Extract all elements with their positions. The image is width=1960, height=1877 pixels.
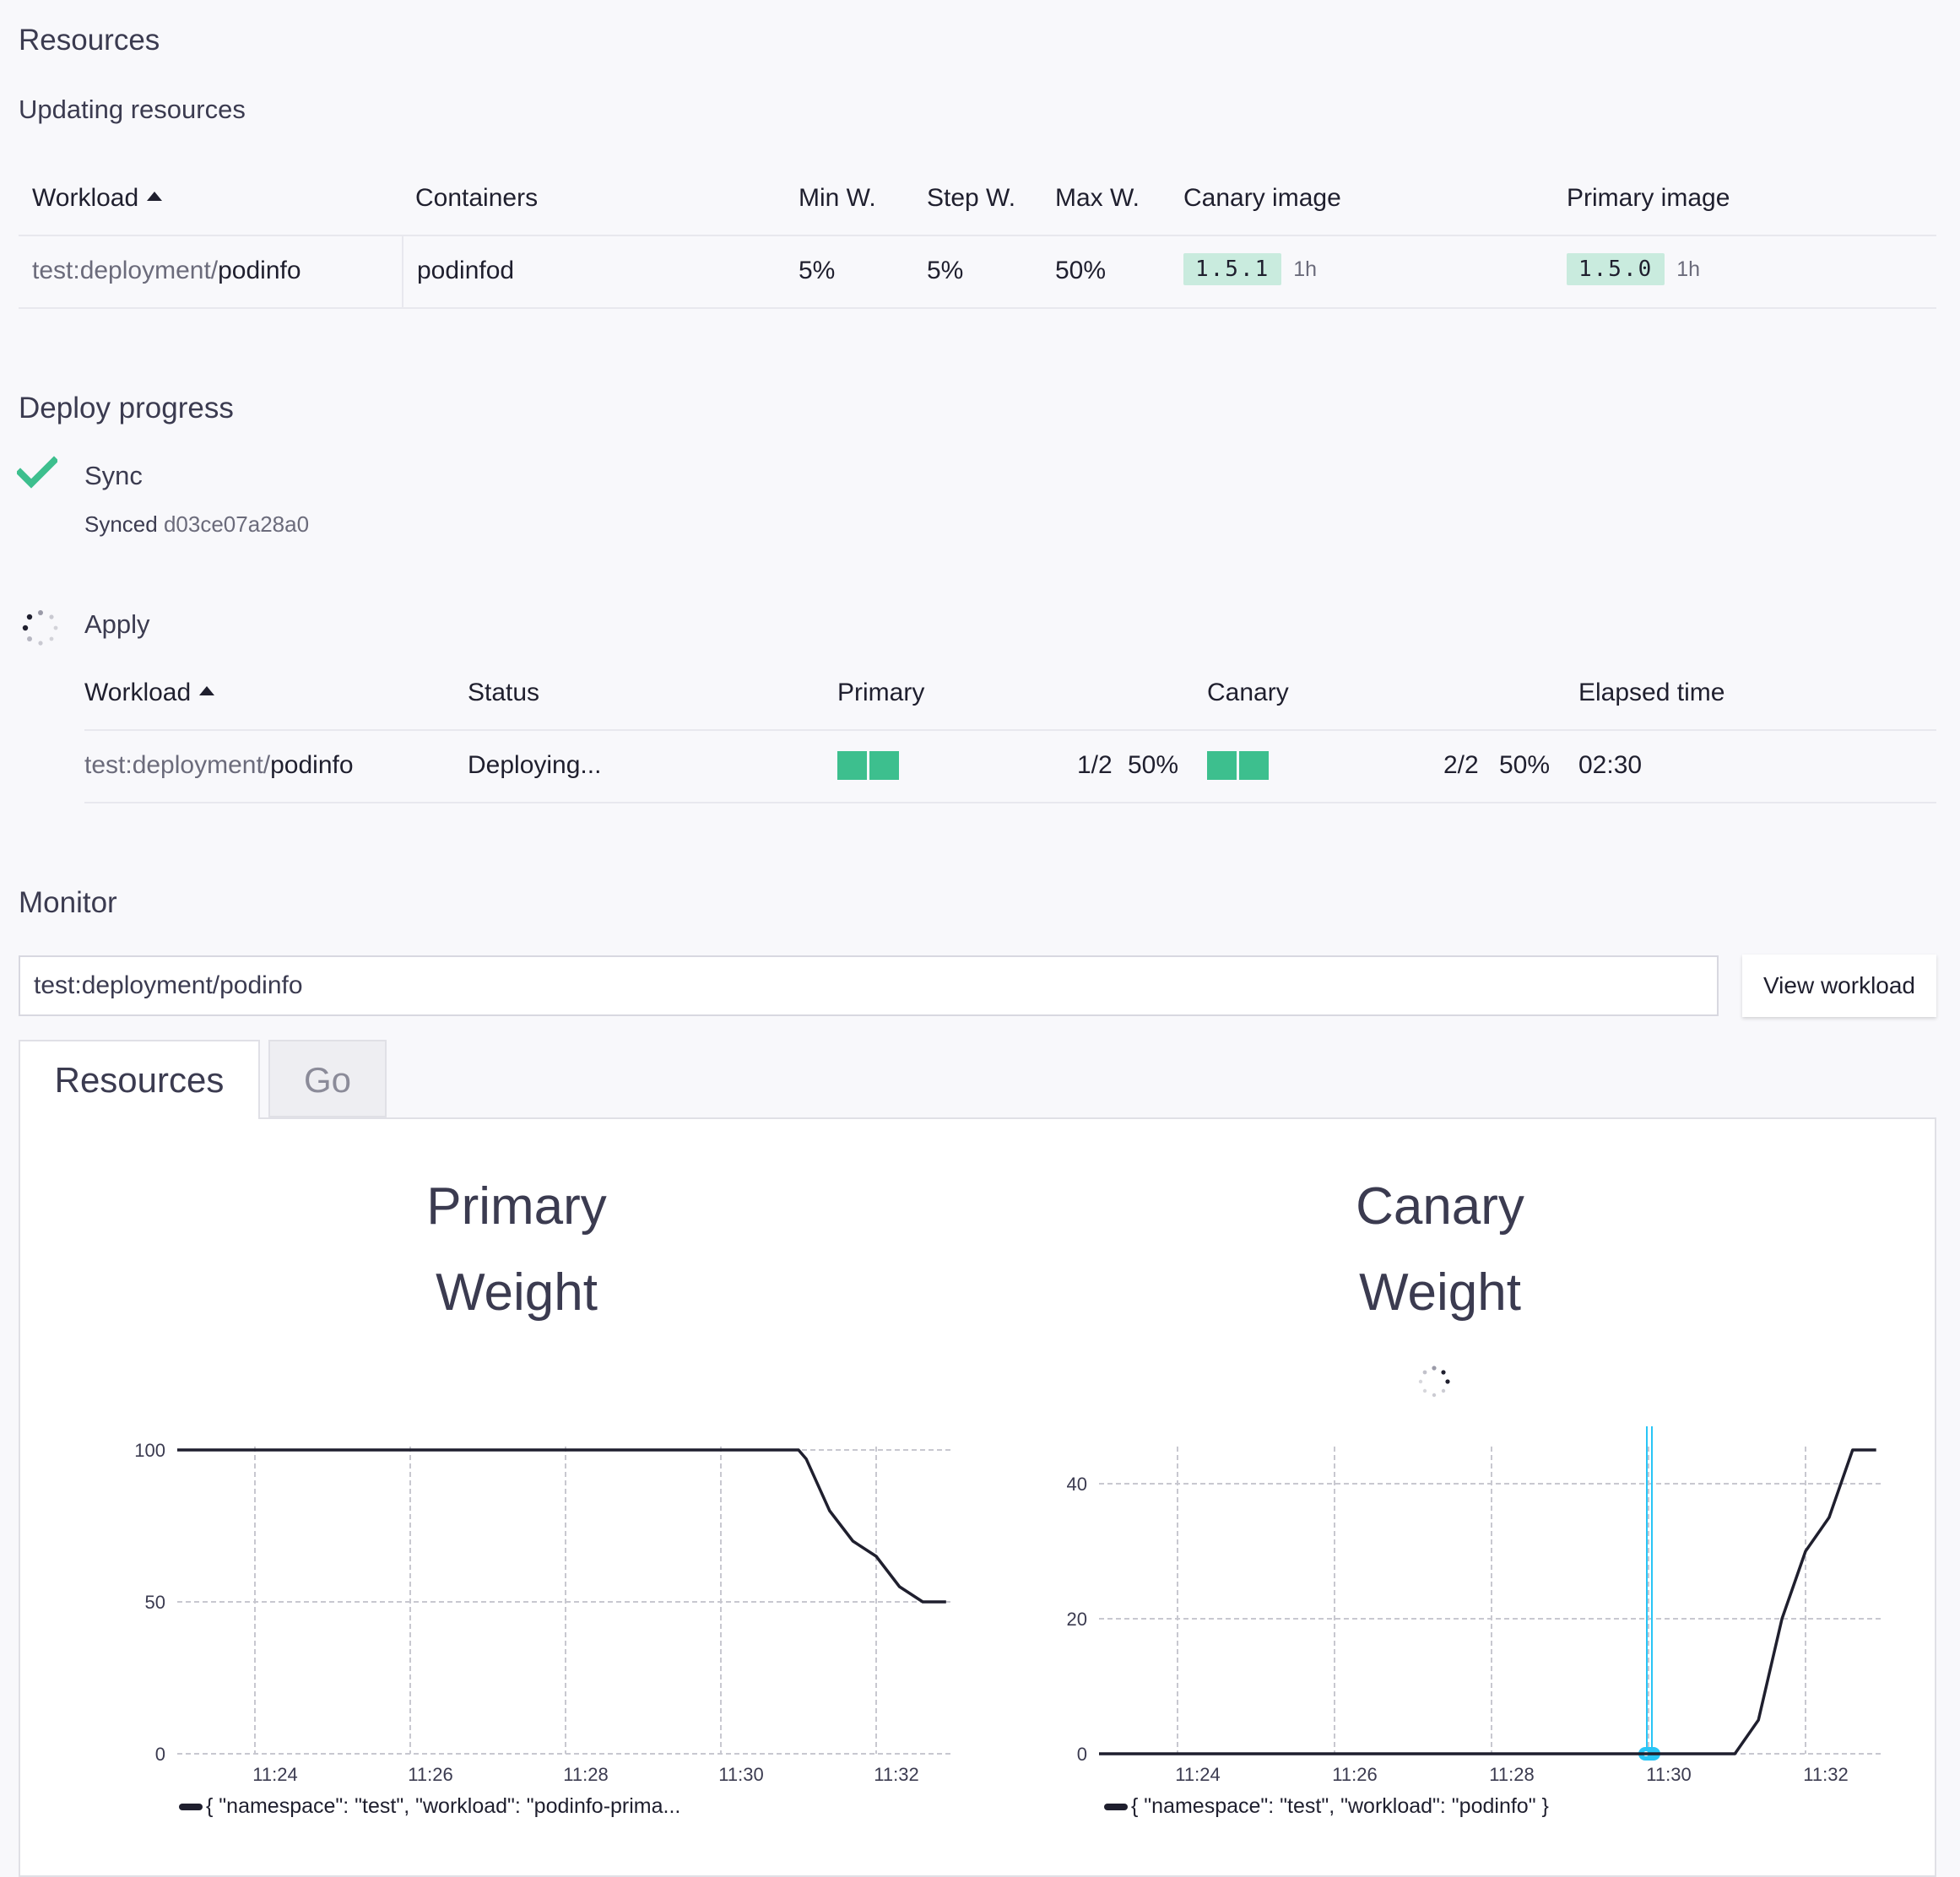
apply-col-status-header: Status bbox=[468, 679, 540, 706]
apply-status-cell: Deploying... bbox=[468, 751, 602, 779]
col-canary-image-header: Canary image bbox=[1183, 184, 1341, 212]
x-tick-label: 11:30 bbox=[718, 1764, 763, 1785]
apply-col-workload-label: Workload bbox=[84, 679, 192, 706]
y-tick-label: 100 bbox=[134, 1440, 165, 1461]
x-tick-label: 11:24 bbox=[1175, 1764, 1220, 1785]
step-w-cell: 5% bbox=[927, 257, 964, 284]
workload-prefix: test:deployment/ bbox=[84, 751, 271, 779]
sort-asc-icon bbox=[147, 192, 163, 201]
apply-col-primary-header: Primary bbox=[837, 679, 925, 706]
x-tick-label: 11:32 bbox=[874, 1764, 918, 1785]
apply-col-canary-header: Canary bbox=[1207, 679, 1289, 706]
tab-go[interactable]: Go bbox=[268, 1040, 387, 1117]
canary-image-age: 1h bbox=[1293, 257, 1318, 281]
legend-swatch bbox=[179, 1804, 203, 1811]
x-tick-label: 11:30 bbox=[1646, 1764, 1691, 1785]
max-w-cell: 50% bbox=[1055, 257, 1107, 284]
monitor-title: Monitor bbox=[19, 886, 117, 919]
primary-chart-legend[interactable]: { "namespace": "test", "workload": "podi… bbox=[179, 1794, 680, 1819]
y-tick-label: 20 bbox=[1067, 1609, 1087, 1630]
sync-label: Sync bbox=[84, 461, 143, 490]
col-workload-header[interactable]: Workload bbox=[32, 184, 163, 213]
primary-image-age: 1h bbox=[1676, 257, 1701, 281]
x-tick-label: 11:28 bbox=[1489, 1764, 1534, 1785]
apply-col-elapsed-header: Elapsed time bbox=[1578, 679, 1725, 706]
canary-pct: 50% bbox=[1499, 751, 1551, 779]
updating-resources-title: Updating resources bbox=[19, 95, 246, 124]
monitor-panel bbox=[19, 1117, 1936, 1877]
sync-status: Synced d03ce07a28a0 bbox=[84, 511, 309, 538]
col-max-w-header: Max W. bbox=[1055, 184, 1140, 212]
legend-swatch bbox=[1104, 1804, 1128, 1811]
canary-chart-title-line2: Weight bbox=[1359, 1263, 1521, 1322]
y-tick-label: 50 bbox=[145, 1592, 165, 1613]
col-step-w-header: Step W. bbox=[927, 184, 1016, 212]
primary-image-cell: 1.5.0 1h bbox=[1567, 253, 1700, 285]
table-divider bbox=[84, 729, 1936, 731]
table-divider bbox=[84, 802, 1936, 803]
col-workload-label: Workload bbox=[32, 184, 139, 212]
table-row-workload[interactable]: test:deployment/podinfo bbox=[32, 257, 301, 285]
col-min-w-header: Min W. bbox=[799, 184, 876, 212]
canary-chart-legend[interactable]: { "namespace": "test", "workload": "podi… bbox=[1104, 1794, 1549, 1819]
canary-weight-chart: 0 20 40 11:24 11:26 11:28 11:30 11:32 bbox=[1067, 1426, 1884, 1785]
primary-weight-chart: 0 50 100 11:24 11:26 11:28 11:30 11:32 bbox=[134, 1440, 954, 1785]
deploy-progress-title: Deploy progress bbox=[19, 392, 234, 425]
table-divider bbox=[19, 235, 1936, 236]
y-tick-label: 40 bbox=[1067, 1474, 1087, 1495]
x-tick-label: 11:26 bbox=[1332, 1764, 1377, 1785]
legend-label: { "namespace": "test", "workload": "podi… bbox=[206, 1794, 681, 1818]
series-line bbox=[177, 1448, 946, 1604]
progress-segment bbox=[1239, 751, 1269, 780]
progress-segment bbox=[1207, 751, 1237, 780]
tab-resources[interactable]: Resources bbox=[19, 1040, 260, 1119]
sync-commit-hash[interactable]: d03ce07a28a0 bbox=[163, 511, 310, 537]
page-title: Resources bbox=[19, 24, 160, 57]
x-tick-label: 11:24 bbox=[252, 1764, 297, 1785]
y-tick-label: 0 bbox=[1077, 1744, 1087, 1765]
table-divider bbox=[19, 307, 1936, 309]
progress-segment bbox=[837, 751, 867, 780]
sort-asc-icon bbox=[199, 686, 215, 695]
canary-image-badge: 1.5.1 bbox=[1183, 253, 1282, 285]
primary-chart-title-line2: Weight bbox=[436, 1263, 598, 1322]
loading-spinner-icon bbox=[1418, 1366, 1450, 1398]
elapsed-time-cell: 02:30 bbox=[1578, 751, 1643, 779]
canary-image-cell: 1.5.1 1h bbox=[1183, 253, 1317, 285]
check-icon bbox=[17, 456, 57, 489]
y-tick-label: 0 bbox=[155, 1744, 165, 1765]
x-tick-label: 11:28 bbox=[563, 1764, 608, 1785]
canary-count: 2/2 bbox=[1443, 751, 1479, 779]
workload-name: podinfo bbox=[218, 257, 301, 284]
canary-chart-title-line1: Canary bbox=[1356, 1177, 1524, 1236]
workload-name: podinfo bbox=[270, 751, 354, 779]
series-line bbox=[1099, 1448, 1876, 1755]
progress-segment bbox=[869, 751, 899, 780]
col-primary-image-header: Primary image bbox=[1567, 184, 1730, 212]
min-w-cell: 5% bbox=[799, 257, 836, 284]
primary-chart-title-line1: Primary bbox=[426, 1177, 607, 1236]
apply-row-workload[interactable]: test:deployment/podinfo bbox=[84, 751, 354, 780]
primary-image-badge: 1.5.0 bbox=[1567, 253, 1665, 285]
workload-prefix: test:deployment/ bbox=[32, 257, 219, 284]
x-tick-label: 11:32 bbox=[1803, 1764, 1848, 1785]
primary-count: 1/2 bbox=[1077, 751, 1113, 779]
canary-progress-bar bbox=[1207, 751, 1271, 784]
legend-label: { "namespace": "test", "workload": "podi… bbox=[1131, 1794, 1549, 1818]
x-tick-label: 11:26 bbox=[408, 1764, 452, 1785]
view-workload-button[interactable]: View workload bbox=[1742, 955, 1936, 1017]
containers-cell: podinfod bbox=[417, 257, 515, 284]
primary-progress-bar bbox=[837, 751, 901, 784]
primary-pct: 50% bbox=[1128, 751, 1179, 779]
cell-divider bbox=[402, 236, 403, 307]
loading-spinner-icon bbox=[22, 610, 58, 646]
sync-status-prefix: Synced bbox=[84, 511, 158, 537]
apply-col-workload-header[interactable]: Workload bbox=[84, 679, 215, 707]
apply-label: Apply bbox=[84, 609, 150, 639]
workload-input[interactable] bbox=[19, 955, 1719, 1016]
col-containers-header: Containers bbox=[415, 184, 539, 212]
